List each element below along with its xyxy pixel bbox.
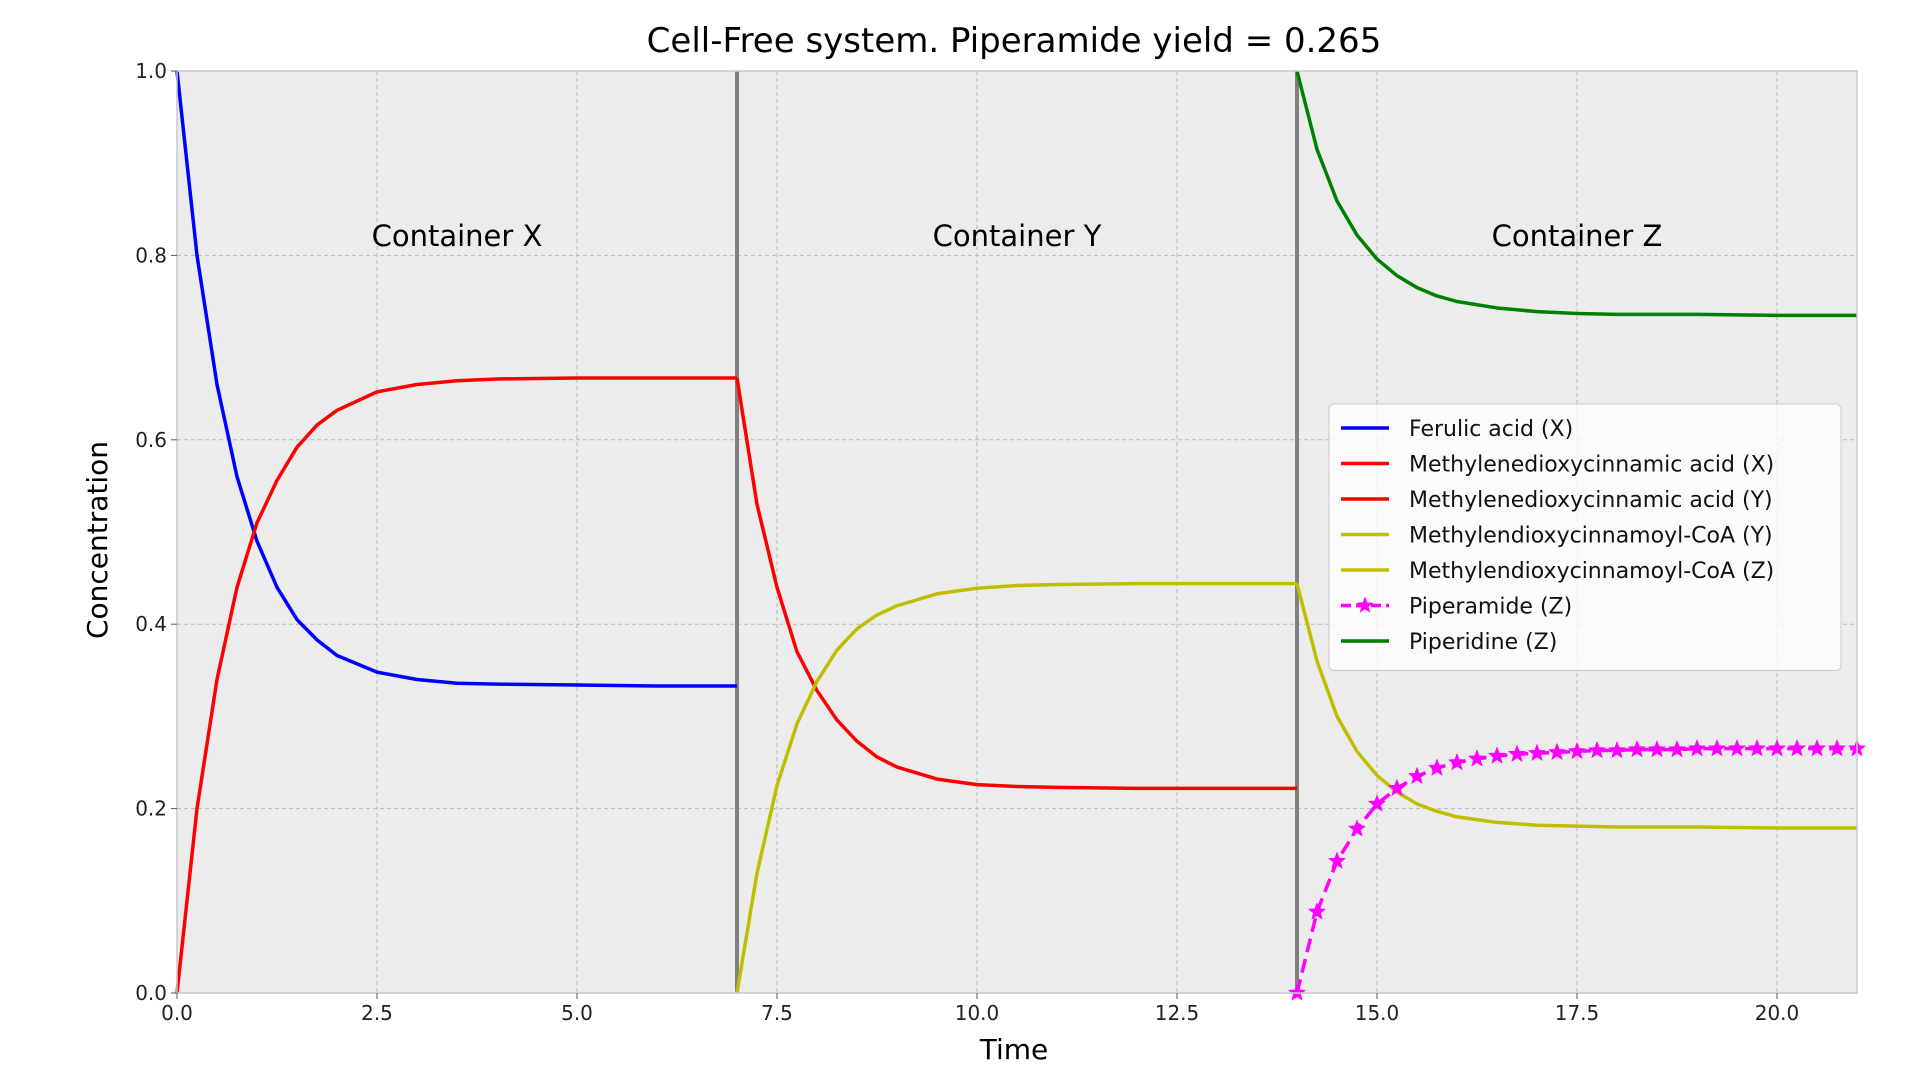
chart-title: Cell-Free system. Piperamide yield = 0.2… xyxy=(647,21,1382,61)
series-0 xyxy=(175,70,737,688)
legend-box xyxy=(1328,403,1842,671)
x-tick-label: 12.5 xyxy=(1155,1001,1200,1025)
data-point-star xyxy=(1607,740,1627,759)
data-point-star xyxy=(1307,902,1327,920)
data-point-star xyxy=(1687,738,1707,757)
data-point-star xyxy=(1667,739,1687,758)
y-tick-label: 0.2 xyxy=(135,797,167,821)
series-line xyxy=(175,70,737,688)
data-point-star xyxy=(1367,794,1387,812)
data-point-star xyxy=(1707,738,1727,757)
legend-entry: Piperidine (Z) xyxy=(1341,630,1557,655)
series-4 xyxy=(1295,583,1857,830)
legend-entry: Methylenedioxycinnamic acid (Y) xyxy=(1341,488,1773,513)
data-point-star xyxy=(1447,752,1467,771)
legend-entry: Methylenedioxycinnamic acid (X) xyxy=(1341,453,1774,478)
legend-label: Methylenedioxycinnamic acid (Y) xyxy=(1409,488,1773,513)
legend: Ferulic acid (X) Methylenedioxycinnamic a… xyxy=(1328,403,1842,671)
x-tick-label: 20.0 xyxy=(1755,1001,1800,1025)
legend-star-marker xyxy=(1356,596,1374,613)
data-point-star xyxy=(1647,739,1667,758)
x-axis-ticks: 0.0 2.5 5.0 7.5 10.0 12.5 15.0 17.5 20.0 xyxy=(161,993,1799,1025)
container-label: Container Z xyxy=(1492,219,1663,253)
y-tick-label: 0.0 xyxy=(135,981,167,1005)
series-line xyxy=(1295,70,1857,318)
x-tick-label: 5.0 xyxy=(561,1001,593,1025)
legend-entry: Methylendioxycinnamoyl-CoA (Z) xyxy=(1341,559,1774,584)
series-6 xyxy=(1295,70,1857,318)
y-tick-label: 0.6 xyxy=(135,428,167,452)
legend-label: Methylenedioxycinnamic acid (X) xyxy=(1409,453,1774,478)
legend-label: Piperamide (Z) xyxy=(1409,595,1572,620)
x-tick-label: 17.5 xyxy=(1555,1001,1600,1025)
x-tick-label: 15.0 xyxy=(1355,1001,1400,1025)
legend-entry: Methylendioxycinnamoyl-CoA (Y) xyxy=(1341,524,1773,549)
data-point-star xyxy=(1327,851,1347,870)
series-3 xyxy=(735,581,1297,994)
plot-frame xyxy=(176,70,1858,994)
container-boundaries xyxy=(735,71,1299,993)
data-point-star xyxy=(1287,983,1307,1001)
y-axis-ticks: 0.0 0.2 0.4 0.6 0.8 1.0 xyxy=(135,59,177,1005)
x-tick-label: 7.5 xyxy=(761,1001,793,1025)
data-point-star xyxy=(1527,743,1547,762)
container-label: Container X xyxy=(372,219,543,253)
y-tick-label: 0.4 xyxy=(135,612,167,636)
series-1 xyxy=(175,376,737,994)
data-point-star xyxy=(1467,749,1487,767)
y-tick-label: 1.0 xyxy=(135,59,167,83)
y-tick-label: 0.8 xyxy=(135,243,167,267)
series-line xyxy=(175,376,737,994)
data-point-star xyxy=(1567,741,1587,760)
data-point-star xyxy=(1507,744,1527,763)
x-tick-label: 2.5 xyxy=(361,1001,393,1025)
data-point-star xyxy=(1387,778,1407,797)
legend-entry: Piperamide (Z) xyxy=(1341,595,1572,620)
data-point-star xyxy=(1487,746,1507,764)
x-tick-label: 0.0 xyxy=(161,1001,193,1025)
data-point-star xyxy=(1747,738,1767,757)
data-point-star xyxy=(1787,738,1807,757)
y-axis-label: Concentration xyxy=(81,441,114,639)
series-5 xyxy=(1287,738,1867,1001)
data-point-star xyxy=(1627,739,1647,758)
series-layer xyxy=(175,70,1867,1001)
data-point-star xyxy=(1727,738,1747,757)
data-point-star xyxy=(1587,740,1607,759)
data-point-star xyxy=(1827,738,1847,757)
legend-label: Ferulic acid (X) xyxy=(1409,417,1573,442)
series-line xyxy=(735,581,1297,994)
data-point-star xyxy=(1807,738,1827,757)
data-point-star xyxy=(1427,758,1447,776)
data-point-star xyxy=(1407,766,1427,785)
data-point-star xyxy=(1547,742,1567,761)
x-tick-label: 10.0 xyxy=(955,1001,1000,1025)
series-2 xyxy=(735,377,1297,791)
annotations: Container X Container Y Container Z xyxy=(372,219,1663,253)
data-point-star xyxy=(1347,819,1367,837)
data-point-star xyxy=(1767,738,1787,757)
x-axis-label: Time xyxy=(979,1033,1049,1066)
series-line xyxy=(1295,583,1857,830)
legend-label: Piperidine (Z) xyxy=(1409,630,1557,655)
legend-entry: Ferulic acid (X) xyxy=(1341,417,1573,442)
legend-label: Methylendioxycinnamoyl-CoA (Z) xyxy=(1409,559,1774,584)
legend-label: Methylendioxycinnamoyl-CoA (Y) xyxy=(1409,524,1773,549)
container-label: Container Y xyxy=(933,219,1102,253)
series-line xyxy=(735,377,1297,791)
